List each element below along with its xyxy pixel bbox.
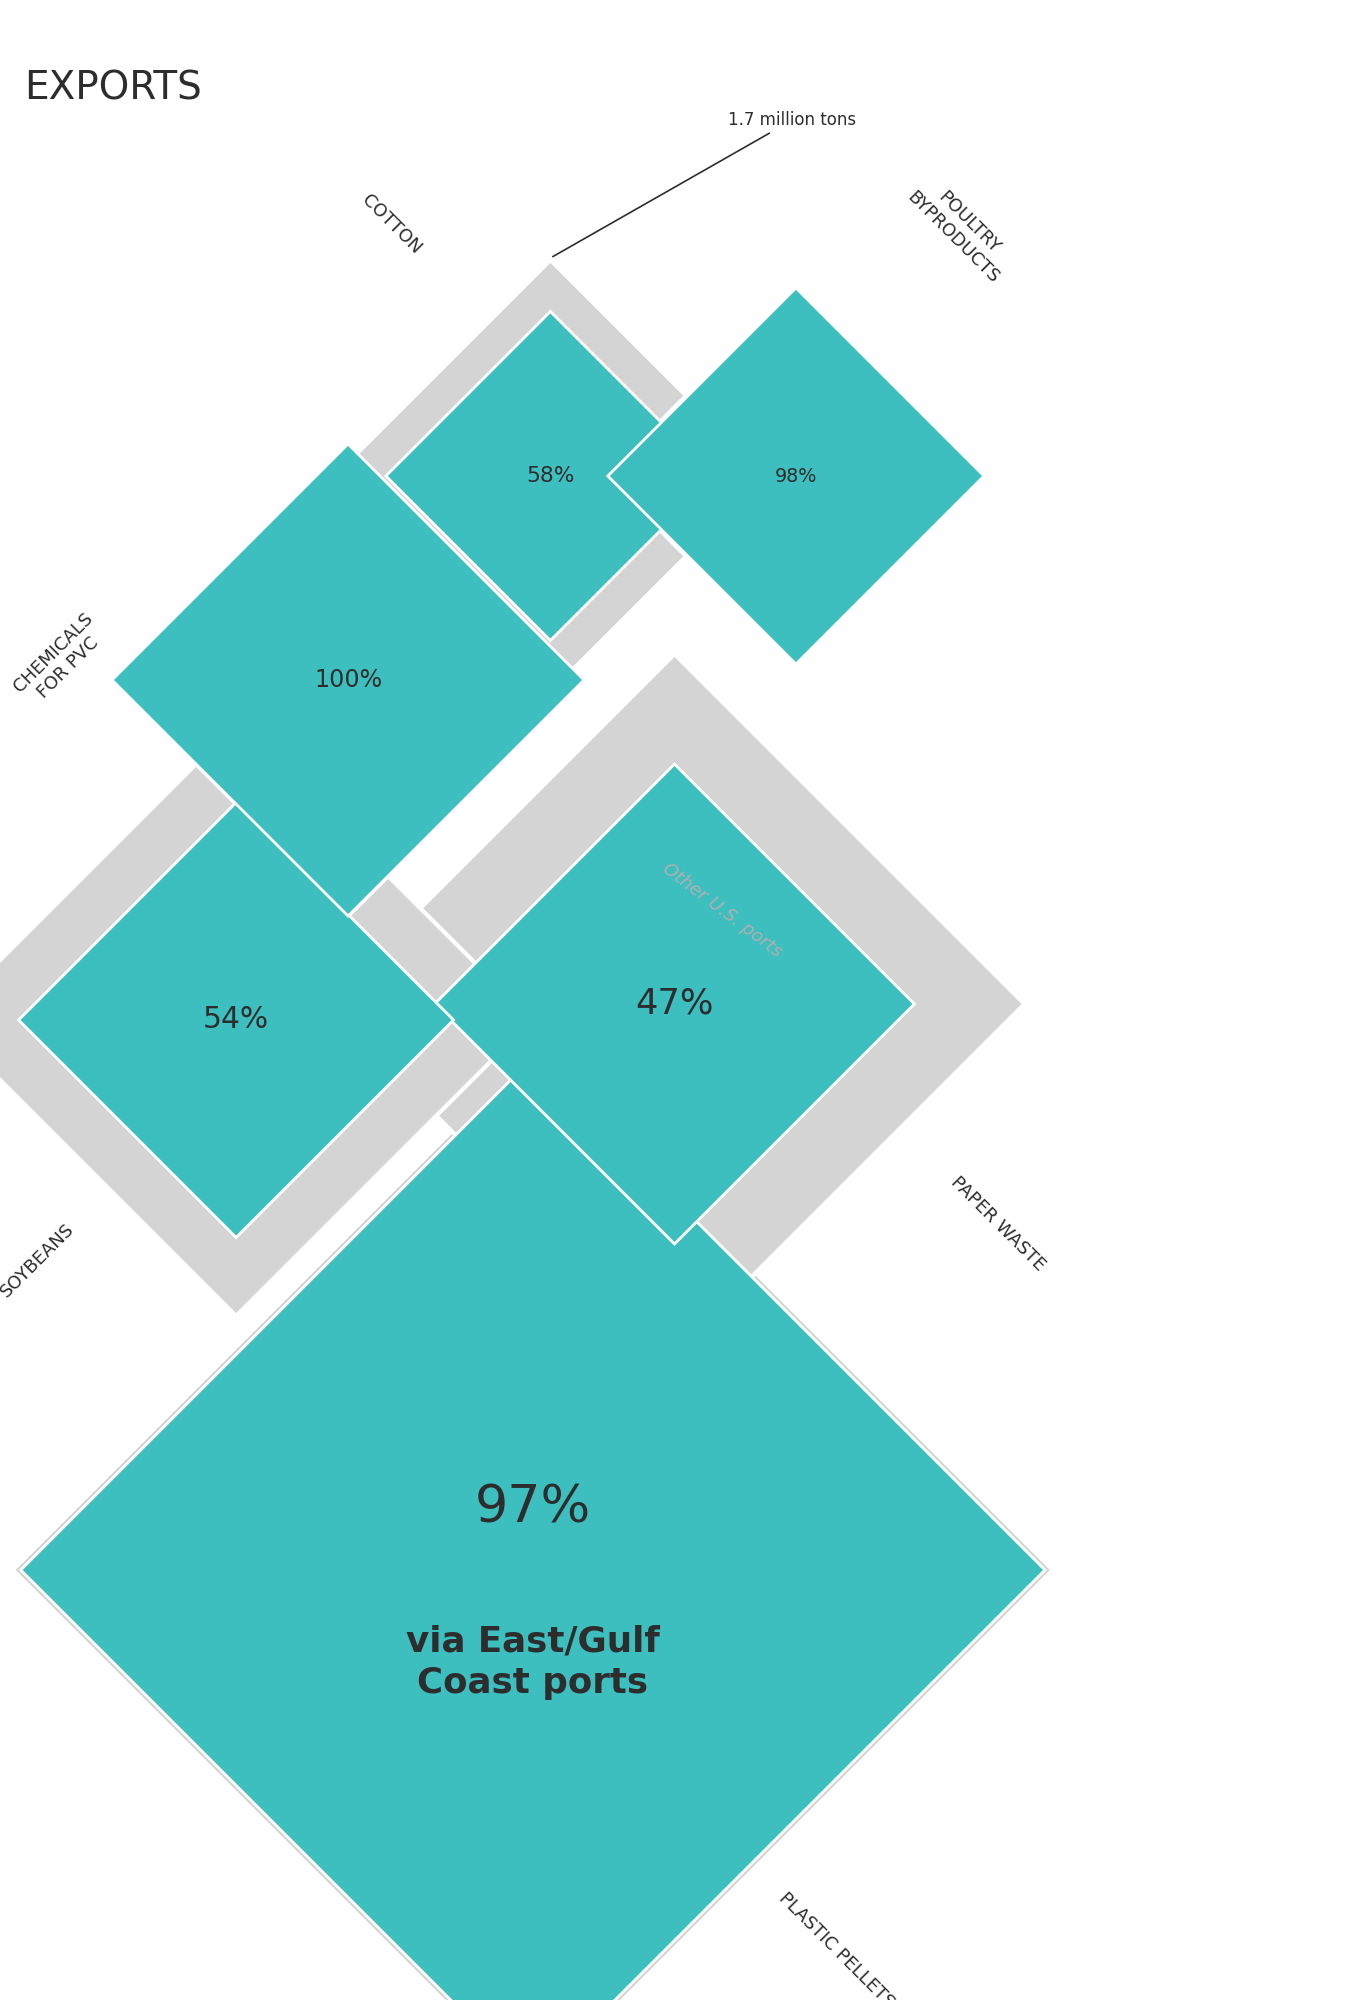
Text: PLASTIC PELLETS: PLASTIC PELLETS: [776, 1888, 897, 2000]
Polygon shape: [386, 312, 715, 640]
Text: CHEMICALS
FOR PVC: CHEMICALS FOR PVC: [9, 608, 112, 712]
Polygon shape: [434, 764, 915, 1244]
Text: COTTON: COTTON: [357, 190, 425, 258]
Text: EXPORTS: EXPORTS: [24, 70, 202, 108]
Polygon shape: [20, 1058, 1045, 2000]
Polygon shape: [112, 444, 584, 916]
Polygon shape: [13, 1050, 1052, 2000]
Text: 1.7 million tons: 1.7 million tons: [553, 110, 857, 256]
Text: 97%: 97%: [475, 1484, 591, 1534]
Text: 98%: 98%: [774, 466, 817, 486]
Text: POULTRY
BYPRODUCTS: POULTRY BYPRODUCTS: [904, 172, 1017, 288]
Text: Other U.S. ports: Other U.S. ports: [658, 860, 785, 960]
Text: SOYBEANS: SOYBEANS: [0, 1220, 78, 1300]
Text: 47%: 47%: [635, 986, 714, 1020]
Text: 54%: 54%: [202, 1006, 270, 1034]
Text: 100%: 100%: [314, 668, 382, 692]
Polygon shape: [112, 444, 584, 916]
Polygon shape: [335, 260, 766, 692]
Text: 58%: 58%: [526, 466, 575, 486]
Polygon shape: [19, 802, 453, 1238]
Polygon shape: [0, 724, 532, 1316]
Polygon shape: [606, 286, 986, 666]
Text: via East/Gulf
Coast ports: via East/Gulf Coast ports: [406, 1624, 660, 1700]
Polygon shape: [608, 288, 983, 664]
Text: PAPER WASTE: PAPER WASTE: [947, 1174, 1050, 1274]
Polygon shape: [325, 654, 1024, 1354]
